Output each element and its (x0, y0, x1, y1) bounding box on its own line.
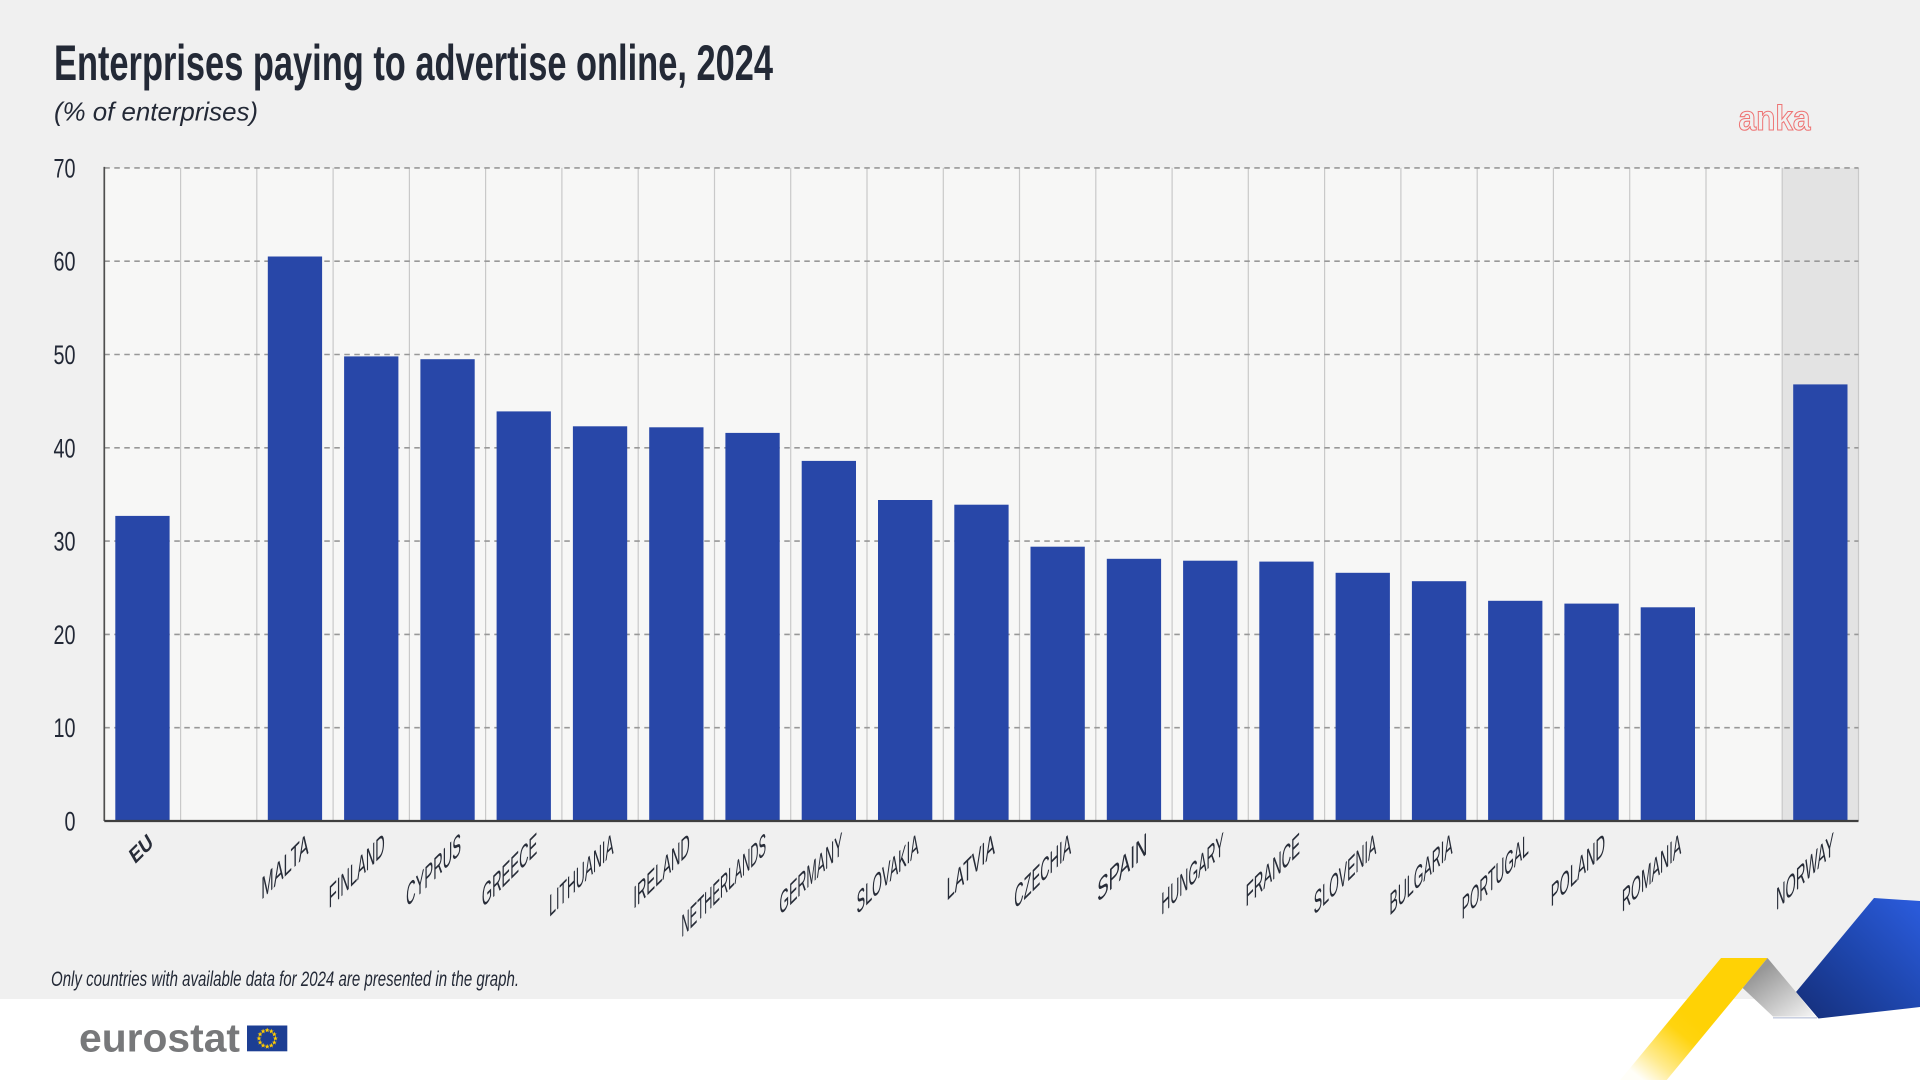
svg-text:40: 40 (54, 433, 76, 463)
svg-text:(% of enterprises): (% of enterprises) (54, 97, 258, 127)
svg-text:anka: anka (1739, 98, 1811, 138)
svg-text:0: 0 (65, 807, 76, 837)
svg-text:10: 10 (54, 713, 76, 743)
svg-text:60: 60 (54, 247, 76, 277)
svg-text:50: 50 (54, 340, 76, 370)
svg-text:Only countries with available: Only countries with available data for 2… (51, 967, 519, 991)
svg-text:eurostat: eurostat (79, 1017, 240, 1061)
svg-text:70: 70 (54, 153, 76, 183)
svg-text:30: 30 (54, 527, 76, 557)
svg-text:Enterprises paying to advertis: Enterprises paying to advertise online, … (54, 35, 773, 91)
svg-text:20: 20 (54, 620, 76, 650)
